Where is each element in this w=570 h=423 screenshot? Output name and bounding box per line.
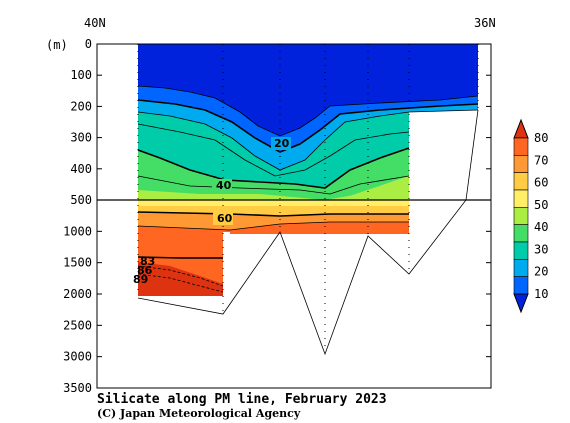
- y-tick-label: 200: [70, 99, 92, 113]
- contour-label-20: 20: [274, 137, 290, 150]
- label-bg: [212, 179, 232, 192]
- colorbar-swatch: [513, 189, 529, 208]
- y-tick-label: 2500: [63, 318, 92, 332]
- colorbar-label: 50: [534, 198, 548, 212]
- plot-frame: [96, 43, 492, 389]
- colorbar-label: 30: [534, 242, 548, 256]
- band-50-60: [138, 176, 409, 200]
- contour-line: [137, 175, 410, 195]
- contour-line: [137, 123, 410, 177]
- y-tick-label: 100: [70, 68, 92, 82]
- colorbar-swatch: [513, 276, 529, 295]
- x-label-left: 40N: [84, 16, 106, 30]
- label-bg: [213, 212, 233, 225]
- colorbar-top-triangle: [513, 118, 529, 139]
- y-tick-label: 300: [70, 131, 92, 145]
- contour-line: [137, 147, 410, 189]
- y-tick-label: 2000: [63, 287, 92, 301]
- upper-section-bands: [138, 44, 478, 200]
- label-bg: [271, 137, 291, 150]
- band-lower-5: [138, 262, 223, 296]
- contour-label-60: 60: [217, 212, 233, 225]
- contour-line: [137, 273, 224, 293]
- credit-text: (C) Japan Meteorological Agency: [97, 407, 301, 420]
- y-tick-label: 500: [70, 193, 92, 207]
- colorbar-label: 20: [534, 265, 548, 279]
- colorbar-swatch: [513, 224, 529, 243]
- contour-line: [137, 265, 224, 287]
- contour-lines: [137, 85, 479, 293]
- colorbar-label: 80: [534, 131, 548, 145]
- station-markers: [137, 44, 479, 352]
- band-lower-6: [230, 224, 409, 234]
- contour-line: [137, 221, 409, 231]
- colorbar-label: 40: [534, 220, 548, 234]
- chart-title: Silicate along PM line, February 2023: [97, 392, 387, 407]
- colorbar-swatch: [513, 259, 529, 277]
- plot-area: 20 40 60 83 86 89: [96, 43, 492, 389]
- y-tick-label: 400: [70, 162, 92, 176]
- colorbar-swatch: [513, 241, 529, 260]
- contour-label-83: 83: [140, 255, 155, 268]
- contour-line: [137, 211, 409, 217]
- colorbar-label: 10: [534, 287, 548, 301]
- contour-label-86: 86: [137, 264, 153, 277]
- colorbar-swatch: [513, 137, 529, 156]
- contour-label-89: 89: [133, 273, 148, 286]
- band-30-40: [138, 112, 409, 188]
- contour-line: [137, 109, 479, 171]
- y-tick-label: 0: [85, 37, 92, 51]
- contour-label-group: 20 40 60 83 86 89: [133, 137, 291, 286]
- y-tick-label: 1500: [63, 256, 92, 270]
- y-tick-label: 3500: [63, 381, 92, 395]
- band-20-30: [138, 100, 478, 170]
- colorbar-label: 60: [534, 176, 548, 190]
- y-tick-label: 3000: [63, 350, 92, 364]
- contour-label-40: 40: [216, 179, 232, 192]
- colorbar-swatch: [513, 172, 529, 191]
- band-lower-4: [138, 222, 409, 296]
- colorbar: 10 20 30 40 50 60 70 80: [513, 118, 548, 314]
- bottom-topography-line: [137, 109, 479, 356]
- x-label-right: 36N: [474, 16, 496, 30]
- band-lt10: [138, 44, 478, 136]
- y-tick-label: 1000: [63, 224, 92, 238]
- lower-section-bands: [138, 200, 409, 296]
- y-axis-ticks: 0 100 200 300 400 500 1000 1500 2000 2500 3000 3500: [63, 37, 491, 395]
- band-lower-3: [138, 212, 409, 230]
- y-unit-label: (m): [46, 38, 68, 52]
- contour-line: [137, 256, 223, 259]
- colorbar-label: 70: [534, 153, 548, 167]
- colorbar-swatch: [513, 155, 529, 173]
- colorbar-swatch: [513, 207, 529, 225]
- colorbar-bottom-triangle: [513, 293, 529, 314]
- band-lower-1: [138, 200, 409, 206]
